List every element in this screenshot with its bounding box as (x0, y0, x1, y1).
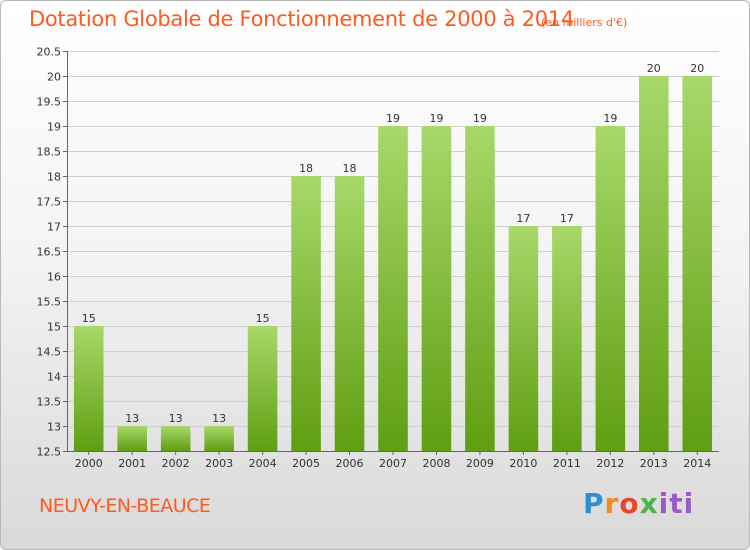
data-label-2012: 19 (603, 112, 617, 125)
y-tick-label: 14 (47, 371, 61, 384)
y-tick-label: 20.5 (37, 46, 62, 59)
bar-2000 (73, 326, 104, 451)
x-tick-label-2001: 2001 (118, 457, 146, 470)
data-label-2000: 15 (82, 312, 96, 325)
y-tick-label: 18.5 (37, 146, 62, 159)
y-tick-label: 13.5 (37, 396, 62, 409)
bar-2010 (508, 226, 539, 451)
bar-2004 (247, 326, 278, 451)
bar-2003 (204, 426, 234, 451)
x-tick-label-2008: 2008 (422, 457, 450, 470)
data-label-2007: 19 (386, 112, 400, 125)
bar-2013 (639, 76, 669, 451)
y-tick-label: 12.5 (37, 446, 62, 459)
axes (63, 51, 719, 455)
y-tick-label: 19 (47, 121, 61, 134)
bar-2008 (421, 126, 452, 451)
bar-2006 (334, 176, 365, 451)
y-tick-label: 17 (47, 221, 61, 234)
y-tick-label: 20 (47, 71, 61, 84)
data-label-2013: 20 (647, 62, 661, 75)
x-tick-label-2007: 2007 (379, 457, 407, 470)
proxiti-logo: Proxiti (583, 487, 695, 520)
y-tick-labels: 12.5 13 13.5 14 14.5 15 15.5 16 16.5 17 17.5 18 18.5… (37, 46, 62, 459)
x-tick-label-2010: 2010 (509, 457, 537, 470)
y-tick-label: 16 (47, 271, 61, 284)
y-tick-label: 19.5 (37, 96, 62, 109)
y-tick-label: 13 (47, 421, 61, 434)
bar-2005 (291, 176, 321, 451)
data-label-2010: 17 (516, 212, 530, 225)
data-labels: 15 13 13 13 15 18 18 19 19 19 17 17 19 20 20 (82, 62, 705, 425)
y-tick-label: 17.5 (37, 196, 62, 209)
place-name: NEUVY-EN-BEAUCE (39, 495, 211, 517)
y-tick-label: 18 (47, 171, 61, 184)
x-tick-label-2003: 2003 (205, 457, 233, 470)
bar-2014 (682, 76, 713, 451)
bar-2002 (160, 426, 191, 451)
bar-2011 (552, 226, 582, 451)
x-tick-label-2002: 2002 (162, 457, 190, 470)
x-tick-label-2006: 2006 (336, 457, 364, 470)
chart-subtitle: (en milliers d'€) (541, 16, 628, 29)
data-label-2008: 19 (429, 112, 443, 125)
data-label-2009: 19 (473, 112, 487, 125)
x-tick-label-2005: 2005 (292, 457, 320, 470)
data-label-2001: 13 (125, 412, 139, 425)
y-tick-label: 16.5 (37, 246, 62, 259)
data-label-2004: 15 (256, 312, 270, 325)
data-label-2006: 18 (343, 162, 357, 175)
bar-2001 (117, 426, 147, 451)
chart-title: Dotation Globale de Fonctionnement de 20… (29, 7, 574, 31)
bars (73, 76, 713, 451)
data-label-2005: 18 (299, 162, 313, 175)
y-tick-label: 14.5 (37, 346, 62, 359)
y-tick-label: 15.5 (37, 296, 62, 309)
x-tick-labels: 2000 2001 2002 2003 2004 2005 2006 2007 2008 2009… (75, 457, 712, 470)
data-label-2003: 13 (212, 412, 226, 425)
x-tick-label-2014: 2014 (683, 457, 711, 470)
x-tick-label-2011: 2011 (553, 457, 581, 470)
bar-2007 (378, 126, 408, 451)
x-tick-label-2013: 2013 (640, 457, 668, 470)
bar-2009 (465, 126, 495, 451)
x-tick-label-2000: 2000 (75, 457, 103, 470)
data-label-2011: 17 (560, 212, 574, 225)
bar-2012 (595, 126, 626, 451)
x-tick-label-2004: 2004 (249, 457, 277, 470)
x-tick-label-2012: 2012 (596, 457, 624, 470)
data-label-2014: 20 (690, 62, 704, 75)
x-tick-label-2009: 2009 (466, 457, 494, 470)
y-tick-label: 15 (47, 321, 61, 334)
data-label-2002: 13 (169, 412, 183, 425)
